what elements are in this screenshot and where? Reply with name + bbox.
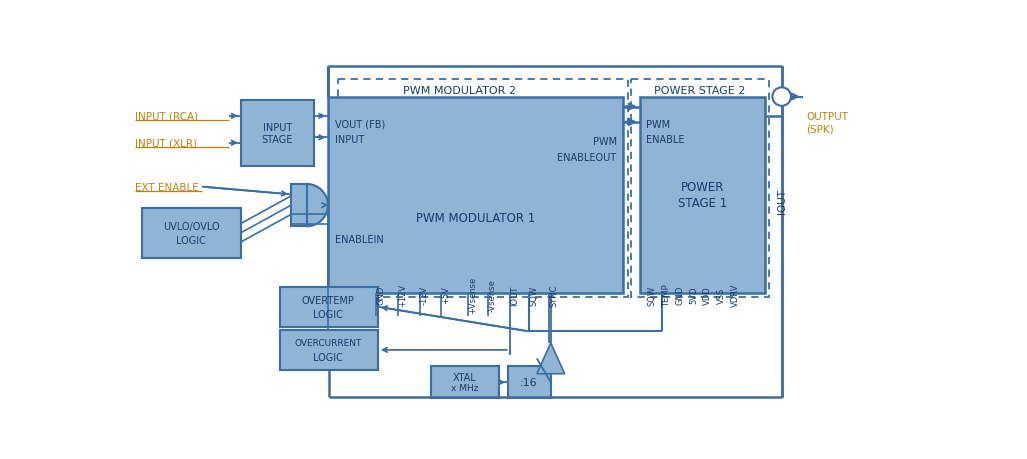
Text: +5V: +5V [441, 286, 450, 304]
FancyBboxPatch shape [143, 209, 240, 259]
Text: ENABLE: ENABLE [646, 134, 685, 145]
Text: TEMP: TEMP [661, 284, 671, 306]
Polygon shape [537, 343, 565, 374]
Text: OUTPUT: OUTPUT [806, 112, 848, 122]
Text: INPUT: INPUT [335, 134, 364, 145]
Text: GND: GND [676, 285, 685, 304]
Text: VSS: VSS [718, 287, 726, 303]
Text: INPUT: INPUT [263, 122, 292, 132]
Circle shape [772, 88, 791, 106]
Text: :16: :16 [521, 377, 538, 387]
FancyBboxPatch shape [329, 97, 622, 293]
Text: OVERCURRENT: OVERCURRENT [295, 339, 362, 348]
Text: -Vsense: -Vsense [488, 279, 497, 311]
Text: LOGIC: LOGIC [177, 235, 206, 245]
Text: POWER STAGE 2: POWER STAGE 2 [654, 85, 746, 95]
Text: SQW: SQW [648, 285, 656, 305]
Text: 5VD: 5VD [689, 286, 698, 303]
Text: SYNC: SYNC [549, 284, 559, 306]
Text: +12V: +12V [398, 283, 407, 306]
FancyBboxPatch shape [430, 366, 499, 398]
Text: x MHz: x MHz [451, 383, 479, 392]
Text: UVLO/OVLO: UVLO/OVLO [163, 221, 220, 231]
FancyBboxPatch shape [240, 101, 314, 167]
Text: VDD: VDD [703, 285, 713, 304]
Text: STAGE 1: STAGE 1 [678, 196, 727, 209]
Text: +Vsense: +Vsense [468, 276, 477, 313]
Text: ENABLEOUT: ENABLEOUT [558, 152, 616, 162]
Text: EXT ENABLE: EXT ENABLE [135, 182, 198, 192]
Text: PWM: PWM [646, 119, 671, 129]
Text: STAGE: STAGE [262, 134, 293, 145]
Text: INPUT (RCA): INPUT (RCA) [135, 112, 198, 122]
Wedge shape [307, 185, 328, 226]
Text: XTAL: XTAL [453, 372, 477, 382]
FancyBboxPatch shape [640, 97, 765, 293]
Text: OVERTEMP: OVERTEMP [302, 295, 354, 305]
Polygon shape [291, 185, 307, 226]
Text: GND: GND [376, 285, 385, 304]
Text: SQW: SQW [529, 285, 538, 305]
FancyBboxPatch shape [279, 330, 378, 370]
Text: VDRV: VDRV [731, 283, 740, 307]
Text: LOGIC: LOGIC [313, 309, 343, 319]
FancyBboxPatch shape [508, 366, 550, 398]
Text: PWM: PWM [593, 137, 616, 147]
Text: PWM MODULATOR 2: PWM MODULATOR 2 [403, 85, 516, 95]
Text: IOUT: IOUT [776, 189, 787, 213]
Text: IOUT: IOUT [509, 285, 519, 305]
Text: POWER: POWER [681, 181, 724, 194]
Text: -12V: -12V [420, 285, 429, 304]
Text: INPUT (XLR): INPUT (XLR) [135, 139, 196, 148]
Text: PWM MODULATOR 1: PWM MODULATOR 1 [416, 212, 535, 224]
FancyBboxPatch shape [279, 287, 378, 327]
Text: VOUT (FB): VOUT (FB) [335, 119, 385, 129]
Text: ENABLEIN: ENABLEIN [335, 235, 383, 245]
Text: LOGIC: LOGIC [313, 352, 343, 362]
Text: (SPK): (SPK) [806, 124, 834, 134]
